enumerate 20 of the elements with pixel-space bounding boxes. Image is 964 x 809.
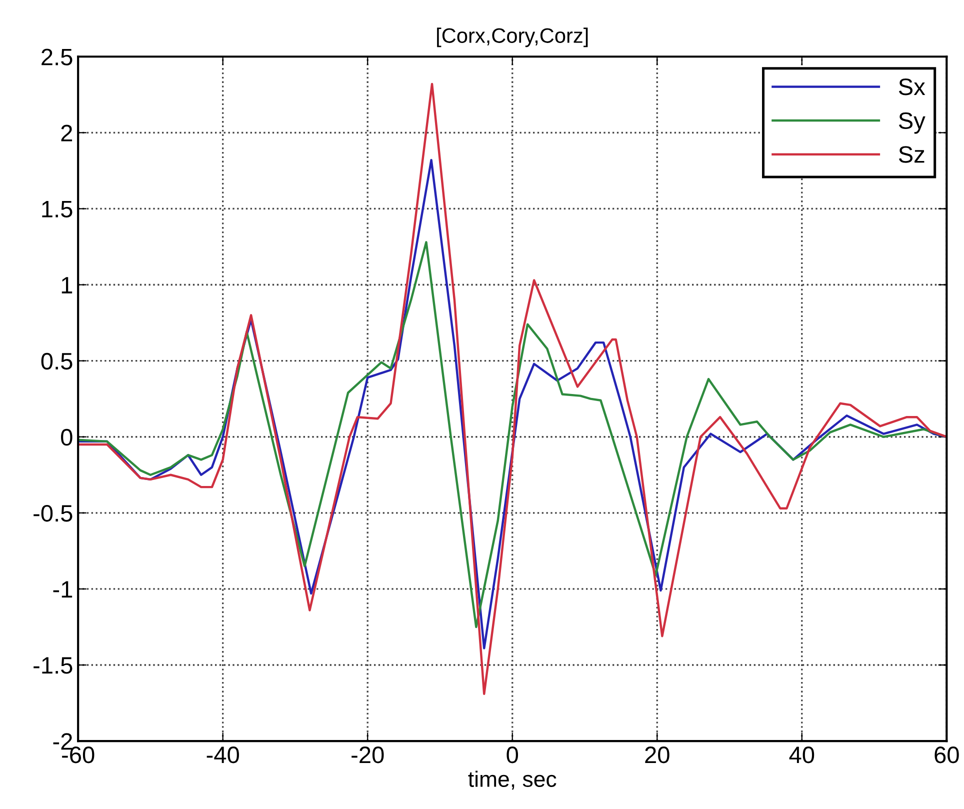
x-tick-label: 60 (934, 746, 959, 764)
legend-label: Sz (898, 146, 924, 163)
x-axis-title: time, sec (468, 770, 556, 790)
y-tick-label: 0 (61, 428, 72, 446)
x-tick-label: 20 (645, 746, 670, 764)
y-tick-label: -1.5 (34, 657, 72, 674)
y-tick-label: 2 (61, 124, 72, 142)
x-tick-label: 0 (506, 746, 518, 764)
y-tick-label: -1 (53, 581, 72, 598)
y-tick-label: 2.5 (42, 48, 72, 66)
legend-label: Sx (898, 78, 926, 96)
y-tick-label: 0.5 (41, 352, 72, 370)
x-tick-label: -40 (206, 746, 239, 764)
y-tick-label: 1 (62, 277, 72, 294)
y-tick-label: -0.5 (34, 504, 72, 522)
chart-title: [Corx,Cory,Corz] (437, 28, 588, 48)
x-tick-label: -20 (352, 746, 384, 764)
x-tick-label: 40 (789, 746, 814, 764)
legend-label: Sy (898, 112, 926, 134)
y-tick-label: 1.5 (42, 201, 72, 218)
